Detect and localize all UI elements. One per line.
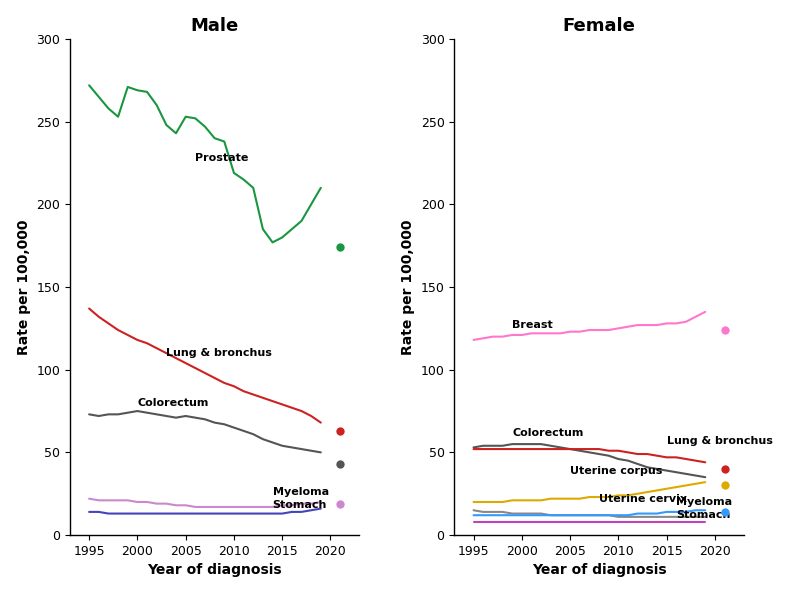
Y-axis label: Rate per 100,000: Rate per 100,000 bbox=[17, 219, 31, 355]
X-axis label: Year of diagnosis: Year of diagnosis bbox=[147, 563, 282, 577]
Text: Breast: Breast bbox=[512, 320, 553, 330]
Text: Stomach: Stomach bbox=[272, 500, 327, 510]
Text: Colorectum: Colorectum bbox=[512, 428, 584, 438]
Y-axis label: Rate per 100,000: Rate per 100,000 bbox=[401, 219, 415, 355]
Text: Myeloma: Myeloma bbox=[272, 487, 329, 497]
Text: Uterine corpus: Uterine corpus bbox=[570, 466, 662, 476]
Text: Myeloma: Myeloma bbox=[676, 497, 733, 507]
Text: Lung & bronchus: Lung & bronchus bbox=[166, 348, 272, 358]
Text: Lung & bronchus: Lung & bronchus bbox=[667, 436, 772, 446]
Text: Stomach: Stomach bbox=[676, 510, 731, 520]
Text: Uterine cervix: Uterine cervix bbox=[599, 494, 687, 504]
X-axis label: Year of diagnosis: Year of diagnosis bbox=[531, 563, 666, 577]
Text: Colorectum: Colorectum bbox=[137, 398, 209, 407]
Title: Male: Male bbox=[191, 17, 238, 34]
Text: Prostate: Prostate bbox=[196, 153, 249, 163]
Title: Female: Female bbox=[562, 17, 635, 34]
